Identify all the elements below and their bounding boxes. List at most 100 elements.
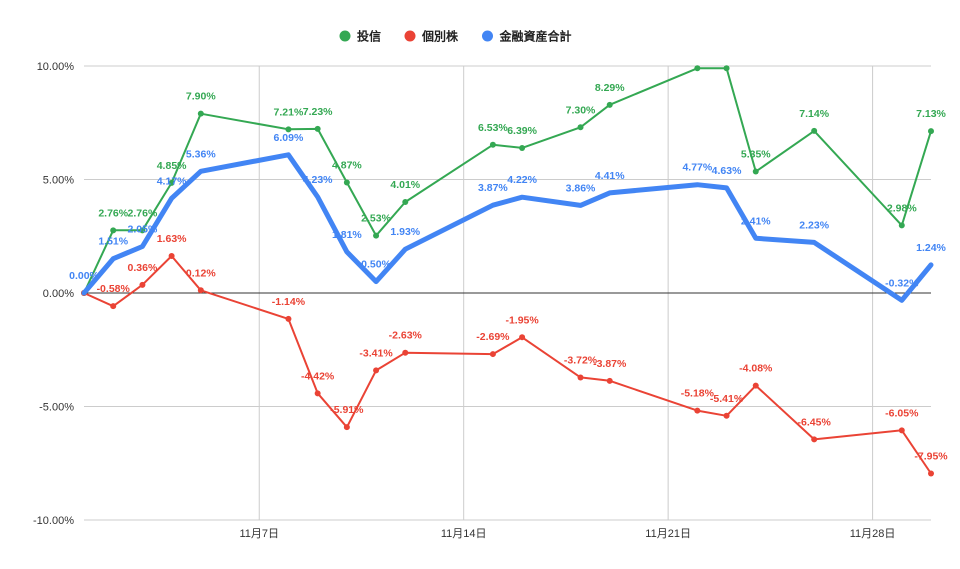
data-label: 1.63% <box>157 233 187 245</box>
data-label: 5.36% <box>186 148 216 160</box>
data-point <box>402 198 409 205</box>
data-point <box>928 128 934 135</box>
data-label: -7.95% <box>914 450 948 462</box>
legend-label: 投信 <box>357 29 381 44</box>
data-point <box>285 126 292 133</box>
data-point <box>811 436 818 443</box>
data-label: 4.17% <box>157 175 187 187</box>
data-label: 1.24% <box>916 242 946 254</box>
data-label: 7.23% <box>303 106 333 118</box>
data-label: -5.18% <box>681 388 715 400</box>
data-point <box>606 101 613 108</box>
data-point <box>723 412 730 419</box>
data-point <box>343 179 350 186</box>
data-label: 6.39% <box>507 125 537 137</box>
data-point <box>314 390 321 397</box>
data-point <box>373 232 380 239</box>
data-point <box>314 125 321 132</box>
data-point <box>519 334 526 341</box>
legend-marker <box>482 30 493 42</box>
data-point <box>402 349 409 356</box>
series-line <box>83 67 932 294</box>
data-point <box>168 179 175 186</box>
data-point <box>139 281 146 288</box>
data-point <box>811 127 818 134</box>
data-label: -5.41% <box>710 393 744 405</box>
data-point <box>489 141 496 148</box>
data-point <box>577 374 584 381</box>
data-label: -2.63% <box>389 330 423 342</box>
data-point <box>110 303 117 310</box>
data-label: 2.53% <box>361 213 391 225</box>
data-point <box>577 124 584 131</box>
data-label: -3.41% <box>359 347 393 359</box>
y-tick-label: 10.00% <box>37 61 75 73</box>
data-label: 0.00% <box>69 270 99 282</box>
data-label: 2.05% <box>128 223 158 235</box>
x-tick-label: 11月7日 <box>239 528 279 540</box>
x-tick-label: 11月28日 <box>850 528 896 540</box>
data-label: 4.63% <box>712 165 742 177</box>
y-tick-label: -5.00% <box>39 402 74 414</box>
data-label: 1.81% <box>332 229 362 241</box>
data-label: 4.77% <box>682 162 712 174</box>
data-label: 7.14% <box>799 108 829 120</box>
data-labels: 2.76% 2.76% 4.85% 7.90% 7.21% 7.23% 4.87% 2.53%… <box>69 82 948 463</box>
axes: 10.00% 5.00% 0.00% -5.00% -10.00% 11月7日 11月14日… <box>33 61 931 540</box>
data-point <box>343 424 350 431</box>
data-point <box>694 407 701 414</box>
data-label: 0.12% <box>186 267 216 279</box>
data-label: 2.76% <box>128 207 158 219</box>
legend-label: 個別株 <box>421 29 459 44</box>
data-label: 1.93% <box>390 226 420 238</box>
data-label: 0.50% <box>361 259 391 271</box>
data-label: 0.36% <box>128 262 158 274</box>
data-label: 7.21% <box>274 106 304 118</box>
data-label: 4.01% <box>390 179 420 191</box>
data-label: -1.14% <box>272 296 306 308</box>
x-tick-label: 11月21日 <box>645 528 691 540</box>
series-line <box>83 255 932 475</box>
data-label: 7.30% <box>566 104 596 116</box>
data-label: 8.29% <box>595 82 625 94</box>
data-label: 4.85% <box>157 160 187 172</box>
data-label: 6.09% <box>274 132 304 144</box>
data-label: 4.23% <box>303 174 333 186</box>
data-label: 4.22% <box>507 174 537 186</box>
data-label: -4.08% <box>739 363 773 375</box>
data-label: -0.58% <box>97 283 131 295</box>
data-point <box>139 227 146 234</box>
data-point <box>197 110 204 117</box>
data-label: 2.98% <box>887 202 917 214</box>
data-point <box>285 315 292 322</box>
x-tick-label: 11月14日 <box>441 528 487 540</box>
data-point <box>373 367 380 374</box>
data-label: 5.35% <box>741 149 771 161</box>
data-point <box>110 227 117 234</box>
legend-marker <box>404 30 416 42</box>
data-label: 1.51% <box>98 236 128 248</box>
legend: 投信 個別株 金融資産合計 <box>339 29 572 44</box>
y-tick-label: 0.00% <box>43 288 74 300</box>
data-label: -0.32% <box>885 277 919 289</box>
data-label: -2.69% <box>476 331 510 343</box>
data-label: 2.23% <box>799 219 829 231</box>
data-point <box>197 287 204 294</box>
data-label: -4.42% <box>301 370 335 382</box>
data-point <box>752 382 759 389</box>
y-tick-label: -10.00% <box>33 515 74 527</box>
data-label: -6.05% <box>885 407 919 419</box>
data-point <box>752 168 759 175</box>
series-line <box>81 152 934 303</box>
data-point <box>723 65 730 72</box>
y-tick-label: 5.00% <box>43 175 74 187</box>
legend-label: 金融資産合計 <box>499 29 572 44</box>
data-label: 4.87% <box>332 159 362 171</box>
data-point <box>606 377 613 384</box>
data-label: 7.90% <box>186 91 216 103</box>
data-label: 7.13% <box>916 108 946 120</box>
series-lines <box>81 65 934 477</box>
data-label: -3.87% <box>593 358 627 370</box>
data-label: 2.41% <box>741 215 771 227</box>
